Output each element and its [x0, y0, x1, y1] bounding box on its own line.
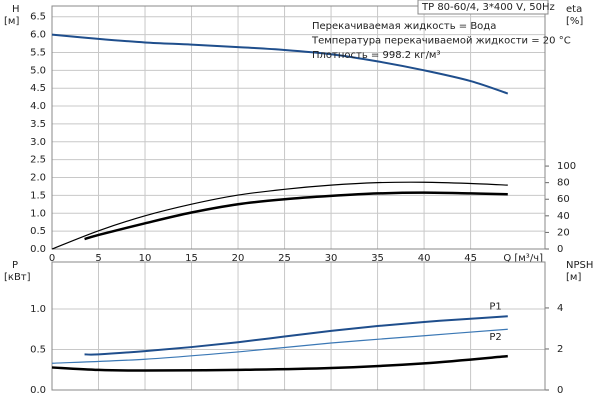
plot-frame: [51, 5, 546, 250]
y2-tick-label: 100: [557, 161, 576, 172]
y-tick-label: 4.0: [30, 101, 46, 112]
y-tick-label: 2.5: [30, 155, 46, 166]
y-tick-label: 0.0: [30, 244, 46, 255]
y-tick-label: 2.0: [30, 173, 46, 184]
y2-tick-label: 40: [557, 211, 570, 222]
y2-axis-label: eta: [566, 4, 582, 15]
annotation: Перекачиваемая жидкость = Вода: [312, 21, 496, 32]
model-box: [417, 0, 549, 15]
y-tick-label: 1.0: [30, 304, 46, 315]
y-tick-label: 3.0: [30, 137, 46, 148]
y-tick-label: 5.0: [30, 65, 46, 76]
y-tick-label: 0.5: [30, 344, 46, 355]
y2-axis-label: NPSH: [566, 260, 593, 271]
y-tick-label: 0.5: [30, 226, 46, 237]
y-tick-label: 4.5: [30, 83, 46, 94]
y-tick-label: 5.5: [30, 47, 46, 58]
y-axis-unit: [м]: [4, 16, 19, 27]
y2-tick-label: 60: [557, 194, 570, 205]
x-tick-label: 15: [185, 253, 198, 264]
annotation: Температура перекачиваемой жидкости = 20…: [311, 36, 571, 47]
curve: [51, 354, 508, 372]
curve: [84, 191, 508, 241]
y2-tick-label: 2: [557, 344, 563, 355]
y2-tick-label: 4: [557, 303, 563, 314]
series-label: P2: [489, 332, 501, 343]
y2-tick-label: 80: [557, 178, 570, 189]
x-tick-label: 5: [95, 253, 101, 264]
x-axis-label: Q [м³/ч]: [503, 253, 543, 264]
x-tick-label: 10: [139, 253, 152, 264]
x-tick-label: 40: [418, 253, 431, 264]
x-tick-label: 30: [325, 253, 338, 264]
plot-area: [52, 6, 545, 249]
curve: [51, 181, 508, 250]
y2-axis-unit: [%]: [566, 16, 583, 27]
y2-tick-label: 0: [557, 244, 563, 255]
x-tick-label: 35: [371, 253, 384, 264]
y-tick-label: 3.5: [30, 119, 46, 130]
y2-tick-label: 20: [557, 227, 570, 238]
model-label: TP 80-60/4, 3*400 V, 50Hz: [421, 2, 555, 13]
y-tick-label: 0.0: [30, 385, 46, 396]
y-axis-label: P: [12, 260, 18, 271]
y-tick-label: 6.0: [30, 30, 46, 41]
curve: [51, 328, 508, 364]
y-axis-label: H: [12, 4, 20, 15]
y2-axis-unit: [м]: [566, 272, 581, 283]
y2-tick-label: 0: [557, 385, 563, 396]
y-tick-label: 1.5: [30, 190, 46, 201]
annotation: Плотность = 998.2 кг/м³: [312, 50, 441, 61]
series-label: P1: [489, 301, 501, 312]
plot-frame: [51, 261, 546, 391]
x-tick-label: 25: [278, 253, 291, 264]
x-tick-label: 20: [232, 253, 245, 264]
y-axis-unit: [кВт]: [4, 272, 31, 283]
curve: [51, 33, 509, 95]
x-tick-label: 0: [49, 253, 55, 264]
x-tick-label: 45: [464, 253, 477, 264]
y-tick-label: 1.0: [30, 208, 46, 219]
y-tick-label: 6.5: [30, 12, 46, 23]
curve: [84, 315, 508, 356]
